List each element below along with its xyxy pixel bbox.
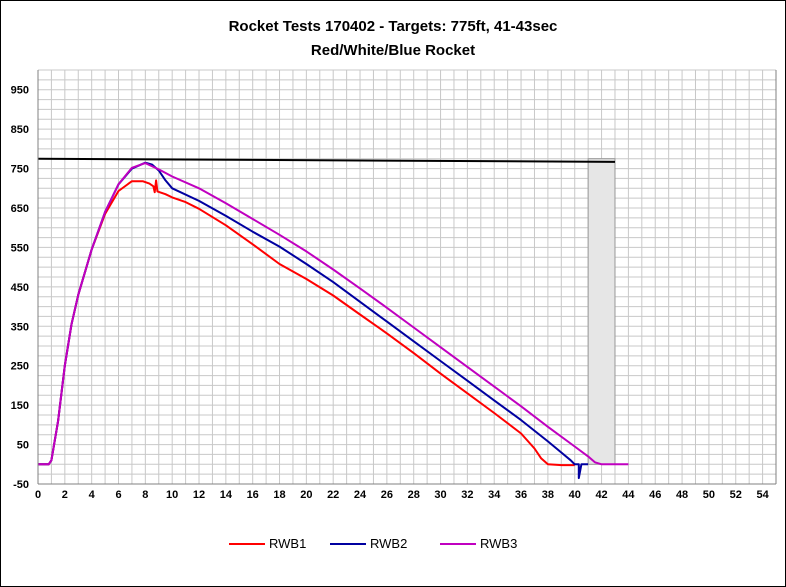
x-tick-labels: 0 2 4 6 8 10 12 14 16 18 20 22 24 26 28 30 32 34 36 38 40 42 4… [35, 489, 770, 501]
x-tick-label: 28 [408, 489, 420, 501]
legend-label: RWB2 [370, 536, 408, 551]
series-line-rwb3 [38, 162, 629, 466]
target-band [587, 158, 616, 465]
x-tick-label: 22 [327, 489, 339, 501]
x-tick-label: 6 [115, 489, 121, 501]
x-tick-label: 10 [166, 489, 178, 501]
target-line [37, 157, 615, 163]
series-lines [38, 161, 629, 480]
grid-lines [37, 69, 777, 485]
x-tick-label: 24 [354, 489, 367, 501]
x-tick-label: 26 [381, 489, 393, 501]
y-tick-label: 550 [11, 242, 29, 254]
y-tick-label: 450 [11, 282, 29, 294]
y-tick-label: 750 [11, 164, 29, 176]
y-tick-label: 850 [11, 124, 29, 136]
x-tick-label: 40 [569, 489, 581, 501]
legend-swatch [229, 542, 265, 545]
series-line-rwb2 [38, 161, 589, 480]
x-tick-label: 50 [703, 489, 715, 501]
x-tick-label: 12 [193, 489, 205, 501]
x-tick-label: 38 [542, 489, 554, 501]
x-tick-label: 54 [756, 489, 769, 501]
x-tick-label: 16 [247, 489, 259, 501]
legend-item-rwb2: RWB2 [330, 536, 407, 551]
y-tick-labels: -50 50 150 250 350 450 550 650 750 850 950 [11, 85, 29, 491]
axes [37, 70, 777, 485]
chart-title: Rocket Tests 170402 - Targets: 775ft, 41… [228, 18, 558, 35]
x-tick-label: 30 [434, 489, 446, 501]
target-altitude-line [37, 157, 615, 163]
legend-label: RWB1 [269, 536, 307, 551]
chart-subtitle: Red/White/Blue Rocket [310, 42, 476, 59]
y-tick-label: 250 [11, 361, 29, 373]
x-tick-label: 44 [622, 489, 635, 501]
y-tick-label: 150 [11, 400, 29, 412]
x-tick-label: 36 [515, 489, 527, 501]
x-tick-label: 8 [142, 489, 148, 501]
x-tick-label: 2 [62, 489, 68, 501]
legend-label: RWB3 [480, 536, 518, 551]
y-tick-label: -50 [13, 479, 29, 491]
x-tick-label: 14 [220, 489, 233, 501]
x-tick-label: 52 [730, 489, 742, 501]
x-tick-label: 0 [35, 489, 41, 501]
legend-swatch [440, 542, 476, 545]
legend: RWB1 RWB2 RWB3 [0, 536, 786, 556]
legend-item-rwb3: RWB3 [440, 536, 517, 551]
y-tick-label: 50 [17, 440, 29, 452]
x-tick-label: 42 [595, 489, 607, 501]
x-tick-label: 18 [273, 489, 285, 501]
y-tick-label: 950 [11, 85, 29, 97]
x-tick-label: 46 [649, 489, 661, 501]
y-tick-label: 350 [11, 321, 29, 333]
x-tick-label: 32 [461, 489, 473, 501]
legend-swatch [330, 542, 366, 545]
x-tick-label: 4 [89, 489, 96, 501]
x-tick-label: 48 [676, 489, 688, 501]
y-tick-label: 650 [11, 203, 29, 215]
target-time-band [587, 158, 616, 465]
legend-item-rwb1: RWB1 [229, 536, 306, 551]
x-tick-label: 34 [488, 489, 501, 501]
x-tick-label: 20 [300, 489, 312, 501]
